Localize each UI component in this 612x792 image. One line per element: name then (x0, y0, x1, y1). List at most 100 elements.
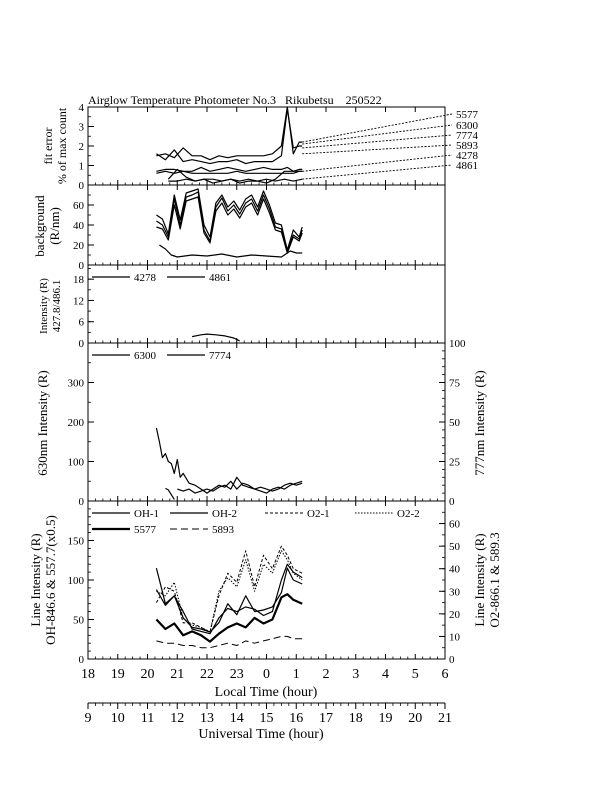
legend-label-line_intensity-oh-1: OH-1 (134, 508, 159, 520)
series-oxygen_red-7774 (165, 487, 175, 500)
series-line_intensity-oh-2 (155, 567, 303, 633)
ylabel-line_intensity-right-1: O2-866.1 & 589.3 (487, 532, 502, 627)
ylabel-line_intensity-left-1: OH-846.6 & 557.7(x0.5) (43, 515, 58, 645)
universal-tick-label-21: 21 (438, 711, 452, 726)
series-background-b1 (156, 188, 303, 251)
ytick-label-left-fit_error: 4 (79, 102, 85, 114)
universal-tick-label-19: 19 (379, 711, 393, 726)
local-tick-label-5: 5 (412, 667, 419, 682)
series-fit_error-5893 (156, 170, 303, 174)
legend-label-oxygen_red-7774: 7774 (209, 350, 232, 362)
ytick-label-left-background: 40 (73, 220, 85, 232)
leader-label-7774: 7774 (456, 130, 479, 142)
ytick-label-right-line_intensity: 10 (449, 631, 461, 643)
universal-tick-label-10: 10 (111, 711, 125, 726)
universal-tick-label-14: 14 (230, 711, 244, 726)
universal-tick-label-20: 20 (408, 711, 422, 726)
ytick-label-left-intensity_ratio: 12 (73, 295, 84, 307)
leader-label-6300: 6300 (456, 120, 479, 132)
ytick-label-left-background: 0 (79, 260, 85, 272)
ylabel-intensity_ratio-0: Intensity (R) (38, 278, 50, 334)
ytick-label-right-oxygen_red: 100 (449, 338, 466, 350)
series-fit_error-4278 (167, 168, 303, 184)
ytick-label-left-fit_error: 2 (79, 141, 85, 153)
local-tick-label-0: 0 (263, 667, 270, 682)
series-line_intensity-o2-2 (156, 550, 303, 633)
legend-label-line_intensity-5893: 5893 (212, 524, 235, 536)
ytick-label-right-oxygen_red: 50 (449, 417, 461, 429)
leader-5893 (302, 144, 453, 155)
local-time-label: Local Time (hour) (215, 685, 318, 700)
ytick-label-right-oxygen_red: 0 (449, 496, 455, 508)
series-fit_error-6300 (156, 108, 303, 165)
local-tick-label-6: 6 (442, 667, 449, 682)
ytick-label-left-fit_error: 3 (79, 122, 85, 134)
series-background-b3 (156, 196, 303, 254)
local-tick-label-1: 1 (293, 667, 300, 682)
ytick-label-left-oxygen_red: 0 (79, 496, 85, 508)
legend-label-intensity_ratio-4278: 4278 (134, 272, 157, 284)
series-fit_error-4861 (168, 178, 303, 182)
local-tick-label-20: 20 (141, 667, 155, 682)
ylabel-line_intensity-left-0: Line Intensity (R) (28, 533, 43, 626)
local-tick-label-2: 2 (323, 667, 330, 682)
ytick-label-left-intensity_ratio: 6 (79, 317, 85, 329)
ylabel-fit_error-0: fit error (41, 128, 55, 165)
legend-label-intensity_ratio-4861: 4861 (209, 272, 231, 284)
leader-label-4278: 4278 (456, 150, 479, 162)
universal-tick-label-12: 12 (170, 711, 184, 726)
ytick-label-right-line_intensity: 60 (449, 519, 461, 531)
ylabel-oxygen_red-right-0: 777nm Intensity (R) (472, 370, 487, 475)
series-fit_error-5577 (156, 106, 303, 161)
ytick-label-left-line_intensity: 150 (68, 536, 85, 548)
leader-5577 (302, 113, 453, 143)
leader-6300 (302, 124, 453, 145)
ytick-label-left-line_intensity: 100 (68, 575, 85, 587)
ylabel-oxygen_red-left-0: 630nm Intensity (R) (35, 370, 50, 475)
ytick-label-right-oxygen_red: 75 (449, 378, 461, 390)
universal-tick-label-15: 15 (260, 711, 274, 726)
leader-7774 (302, 134, 453, 149)
ytick-label-left-fit_error: 0 (79, 180, 85, 192)
series-background-b2 (156, 191, 303, 252)
leader-4278 (302, 154, 453, 172)
universal-tick-label-11: 11 (141, 711, 154, 726)
ylabel-background-0: background (32, 195, 47, 257)
leader-label-4861: 4861 (456, 160, 478, 172)
ytick-label-left-fit_error: 1 (79, 161, 85, 173)
ytick-label-left-oxygen_red: 300 (68, 378, 85, 390)
ytick-label-left-intensity_ratio: 18 (73, 274, 85, 286)
leader-label-5893: 5893 (456, 140, 479, 152)
universal-time-label: Universal Time (hour) (198, 727, 324, 742)
ytick-label-right-line_intensity: 40 (449, 564, 461, 576)
universal-tick-label-18: 18 (349, 711, 363, 726)
local-tick-label-3: 3 (352, 667, 359, 682)
legend-label-line_intensity-5577: 5577 (134, 524, 157, 536)
legend-label-line_intensity-o2-1: O2-1 (307, 508, 330, 520)
universal-tick-label-16: 16 (289, 711, 303, 726)
ylabel-line_intensity-right-0: Line Intensity (R) (472, 533, 487, 626)
legend-label-line_intensity-oh-2: OH-2 (212, 508, 237, 520)
ytick-label-right-line_intensity: 30 (449, 586, 461, 598)
local-tick-label-21: 21 (170, 667, 184, 682)
series-line_intensity-o2-1 (155, 545, 303, 633)
universal-tick-label-17: 17 (319, 711, 333, 726)
legend-label-oxygen_red-6300: 6300 (134, 350, 157, 362)
ytick-label-right-line_intensity: 0 (449, 654, 455, 666)
ytick-label-left-line_intensity: 0 (79, 654, 85, 666)
leader-label-5577: 5577 (456, 109, 479, 121)
leader-4861 (302, 164, 453, 180)
ytick-label-right-oxygen_red: 25 (449, 457, 461, 469)
ytick-label-left-intensity_ratio: 0 (79, 338, 85, 350)
local-tick-label-22: 22 (200, 667, 214, 682)
ytick-label-left-oxygen_red: 200 (68, 417, 85, 429)
ytick-label-right-line_intensity: 50 (449, 541, 461, 553)
local-tick-label-4: 4 (382, 667, 389, 682)
ytick-label-left-line_intensity: 50 (73, 615, 85, 627)
ylabel-fit_error-1: % of max count (55, 107, 69, 184)
panel-oxygen-frame (87, 342, 446, 502)
local-tick-label-19: 19 (111, 667, 125, 682)
universal-tick-label-13: 13 (200, 711, 214, 726)
